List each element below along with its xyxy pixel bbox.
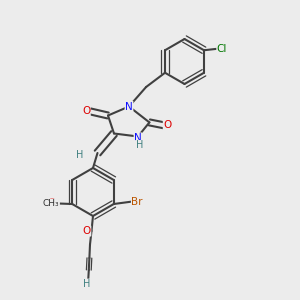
Text: Br: Br [131,196,143,207]
Text: O: O [82,226,91,236]
Text: N: N [134,133,142,143]
Text: O: O [82,106,90,116]
Text: H: H [136,140,143,151]
Text: H: H [83,279,90,289]
Text: N: N [125,101,133,112]
Text: O: O [48,198,56,208]
Text: Cl: Cl [217,44,227,54]
Text: CH₃: CH₃ [43,199,59,208]
Text: O: O [163,120,172,130]
Text: H: H [76,150,84,161]
